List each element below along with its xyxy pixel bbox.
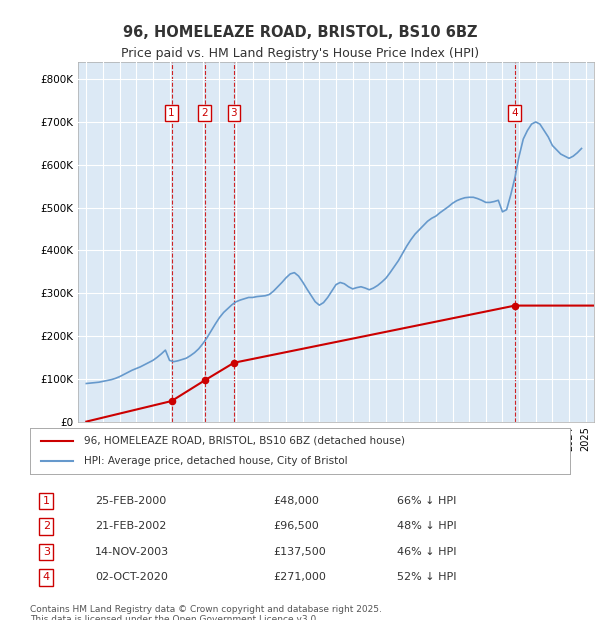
Text: 3: 3 [230,108,237,118]
Text: £96,500: £96,500 [273,521,319,531]
Text: 25-FEB-2000: 25-FEB-2000 [95,496,166,506]
Text: £48,000: £48,000 [273,496,319,506]
Text: HPI: Average price, detached house, City of Bristol: HPI: Average price, detached house, City… [84,456,347,466]
Text: £137,500: £137,500 [273,547,326,557]
Text: 02-OCT-2020: 02-OCT-2020 [95,572,167,582]
Point [167,396,176,406]
Text: 66% ↓ HPI: 66% ↓ HPI [397,496,457,506]
Text: 21-FEB-2002: 21-FEB-2002 [95,521,166,531]
Text: 2: 2 [202,108,208,118]
Text: 48% ↓ HPI: 48% ↓ HPI [397,521,457,531]
Text: 4: 4 [43,572,50,582]
Text: 2: 2 [43,521,50,531]
Point [510,301,520,311]
Text: Contains HM Land Registry data © Crown copyright and database right 2025.
This d: Contains HM Land Registry data © Crown c… [30,604,382,620]
Text: 1: 1 [168,108,175,118]
Text: 96, HOMELEAZE ROAD, BRISTOL, BS10 6BZ: 96, HOMELEAZE ROAD, BRISTOL, BS10 6BZ [123,25,477,40]
Text: 14-NOV-2003: 14-NOV-2003 [95,547,169,557]
Point [229,358,239,368]
Text: 46% ↓ HPI: 46% ↓ HPI [397,547,457,557]
Text: 1: 1 [43,496,50,506]
Text: £271,000: £271,000 [273,572,326,582]
Text: 52% ↓ HPI: 52% ↓ HPI [397,572,457,582]
Point [200,375,209,385]
Text: Price paid vs. HM Land Registry's House Price Index (HPI): Price paid vs. HM Land Registry's House … [121,46,479,60]
Text: 96, HOMELEAZE ROAD, BRISTOL, BS10 6BZ (detached house): 96, HOMELEAZE ROAD, BRISTOL, BS10 6BZ (d… [84,436,405,446]
Text: 3: 3 [43,547,50,557]
Text: 4: 4 [512,108,518,118]
